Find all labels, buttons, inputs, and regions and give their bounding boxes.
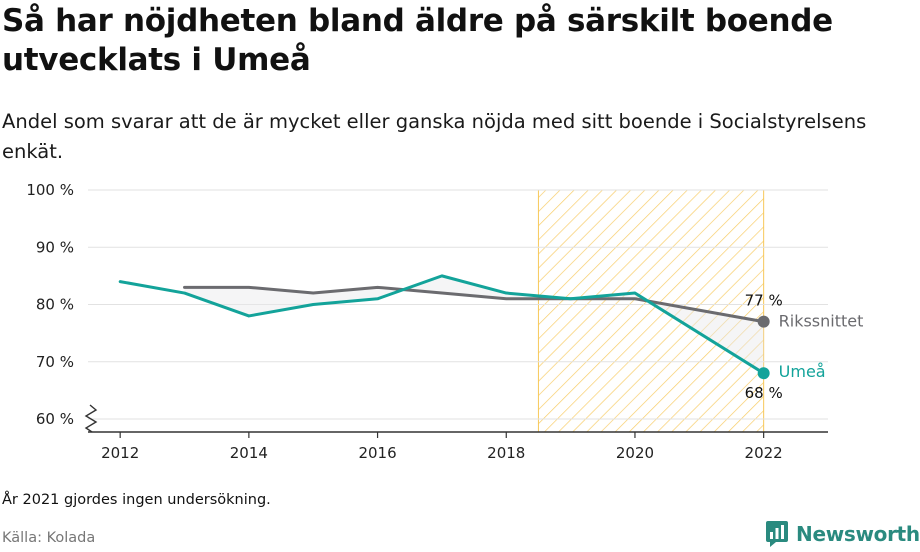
y-tick-label: 70 % [36, 353, 74, 371]
brand-name: Newsworthy [796, 522, 920, 546]
rikssnittet-series-label: Rikssnittet [779, 312, 864, 331]
footnote: År 2021 gjordes ingen undersökning. [2, 492, 271, 508]
brand-logo: Newsworthy [764, 518, 920, 550]
line-chart: 60 % 70 % 80 % 90 % 100 % 2012 2014 2016 2018 202… [26, 181, 864, 462]
y-tick-label: 60 % [36, 410, 74, 428]
series-line-umea [118, 274, 766, 375]
highlight-period [538, 190, 764, 432]
series-gap-fill [184, 275, 764, 374]
x-tick-label: 2018 [487, 444, 525, 462]
x-tick-label: 2016 [358, 444, 396, 462]
series-endpoint [757, 367, 770, 380]
x-tick-label: 2012 [101, 444, 139, 462]
chart-subtitle: Andel som svarar att de är mycket eller … [2, 110, 867, 163]
source-credit: Källa: Kolada [2, 530, 96, 546]
y-tick-label: 90 % [36, 238, 74, 256]
umea-value-label: 68 % [745, 384, 783, 402]
newsworthy-logo-icon [766, 521, 788, 547]
series-line-rikssnittet [183, 285, 766, 324]
umea-series-label: Umeå [779, 362, 826, 381]
series-endpoint [757, 315, 770, 328]
x-tick-label: 2014 [230, 444, 268, 462]
x-tick-label: 2022 [745, 444, 783, 462]
chart-title: Så har nöjdheten bland äldre på särskilt… [2, 3, 833, 78]
y-axis-break-icon [84, 404, 98, 433]
rikssnittet-value-label: 77 % [745, 292, 783, 310]
x-tick-label: 2020 [616, 444, 654, 462]
y-tick-label: 100 % [26, 181, 74, 199]
y-tick-label: 80 % [36, 296, 74, 314]
